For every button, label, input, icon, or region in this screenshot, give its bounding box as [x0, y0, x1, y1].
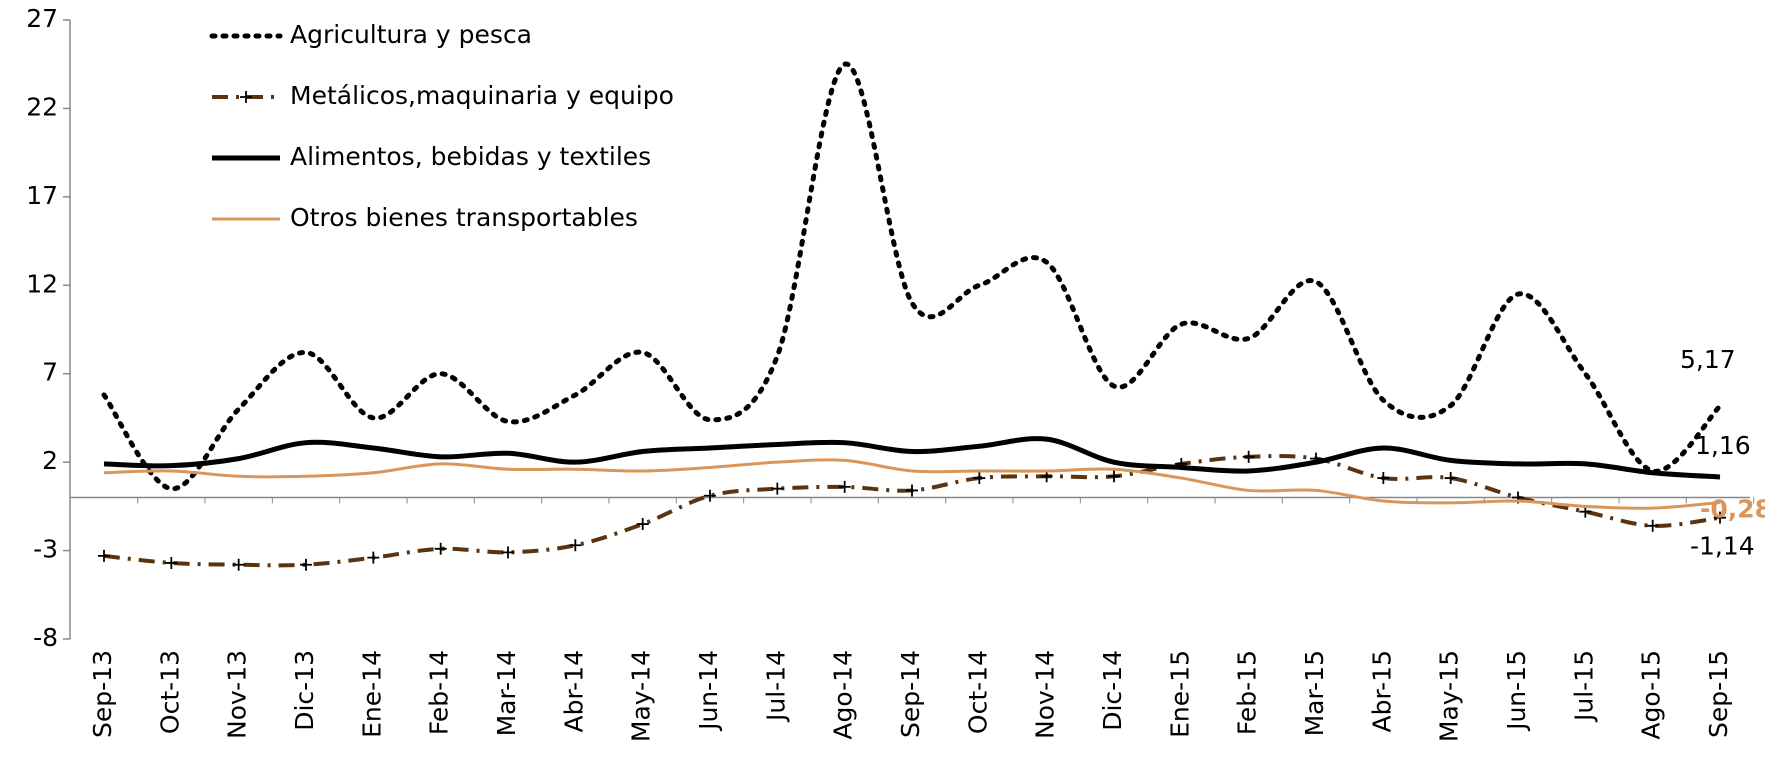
- series-marker: [569, 539, 582, 552]
- series-marker: [502, 546, 514, 559]
- series-line: [103, 436, 1721, 480]
- series-marker: [300, 558, 312, 571]
- y-tick-label: 27: [26, 4, 58, 33]
- y-tick-label: 12: [26, 269, 58, 298]
- x-tick-label: Mar-14: [492, 650, 521, 736]
- x-tick-label: Ene-14: [357, 650, 386, 738]
- y-tick-label: 7: [42, 358, 58, 387]
- series-marker: [636, 518, 649, 531]
- series-marker: [232, 558, 245, 571]
- y-tick-label: 22: [26, 92, 58, 121]
- x-tick-label: Nov-14: [1031, 650, 1060, 739]
- legend-label: Agricultura y pesca: [290, 20, 532, 49]
- x-tick-label: Nov-13: [223, 650, 252, 739]
- series-line: [103, 458, 1721, 510]
- x-tick-label: Jul-15: [1569, 650, 1598, 723]
- x-tick-label: Sep-14: [896, 650, 925, 738]
- y-tick-label: -8: [33, 623, 58, 652]
- series-marker: [165, 556, 178, 569]
- series-line: [101, 61, 1723, 492]
- series-marker: [838, 480, 851, 493]
- series-marker: [1108, 470, 1120, 483]
- series-marker: [1242, 450, 1255, 463]
- x-tick-label: May-15: [1435, 650, 1464, 742]
- x-tick-label: Mar-15: [1300, 650, 1329, 736]
- series-marker: [1377, 472, 1390, 485]
- legend-label: Metálicos,maquinaria y equipo: [290, 81, 674, 110]
- data-label: -0,28: [1700, 494, 1765, 523]
- series-marker: [906, 484, 918, 497]
- x-tick-label: Ene-15: [1165, 650, 1194, 738]
- x-tick-label: Oct-14: [963, 650, 992, 734]
- y-tick-label: 17: [26, 181, 58, 210]
- x-tick-label: Dic-14: [1098, 650, 1127, 731]
- data-label: -1,14: [1690, 532, 1755, 561]
- x-tick-label: May-14: [627, 650, 656, 742]
- data-label: 1,16: [1695, 431, 1751, 460]
- series-marker: [771, 482, 784, 495]
- data-label: 5,17: [1680, 345, 1736, 374]
- series-marker: [98, 549, 110, 562]
- legend-marker: [240, 91, 252, 103]
- x-tick-label: Dic-13: [290, 650, 319, 731]
- x-tick-label: Jun-15: [1502, 650, 1531, 732]
- x-tick-label: Ago-14: [829, 650, 858, 740]
- x-tick-label: Jul-14: [761, 650, 790, 723]
- series-marker: [1646, 519, 1659, 532]
- x-tick-label: Oct-13: [155, 650, 184, 734]
- y-tick-label: 2: [42, 446, 58, 475]
- x-tick-label: Ago-15: [1637, 650, 1666, 740]
- x-tick-label: Abr-15: [1367, 650, 1396, 732]
- series-marker: [973, 472, 986, 485]
- series-marker: [1444, 472, 1457, 485]
- series-marker: [1714, 511, 1726, 524]
- x-tick-label: Feb-14: [425, 650, 454, 735]
- y-tick-label: -3: [33, 535, 58, 564]
- legend-label: Alimentos, bebidas y textiles: [290, 142, 651, 171]
- series-marker: [704, 489, 716, 502]
- x-tick-label: Jun-14: [694, 650, 723, 732]
- series-marker: [367, 551, 380, 564]
- x-tick-label: Sep-15: [1704, 650, 1733, 738]
- series-marker: [434, 542, 447, 555]
- x-tick-label: Sep-13: [88, 650, 117, 738]
- x-tick-label: Feb-15: [1233, 650, 1262, 735]
- x-tick-label: Abr-14: [559, 650, 588, 732]
- legend-label: Otros bienes transportables: [290, 203, 638, 232]
